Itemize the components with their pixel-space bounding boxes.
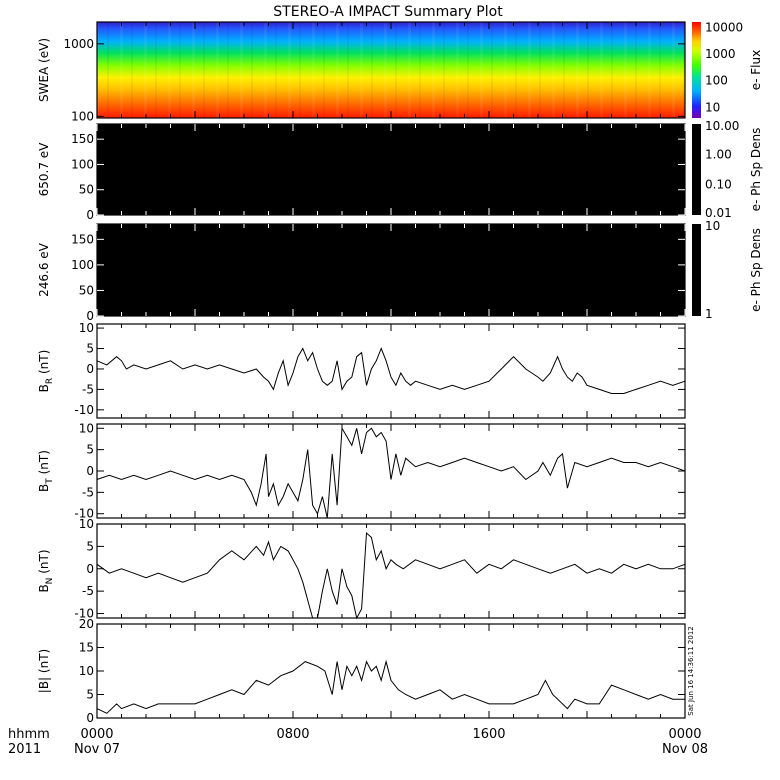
time-tick-label: 1600 <box>472 727 505 742</box>
time-tick-label: 0000 <box>668 727 701 742</box>
y-tick-label: 50 <box>79 183 94 197</box>
y-tick-label: -5 <box>82 584 94 598</box>
y-axis-label-subscript: R <box>45 378 55 384</box>
y-axis-label: 246.6 eV <box>37 242 51 297</box>
panel-5: -10 -5 0 5 10 BT (nT) <box>37 421 686 521</box>
y-tick-label: 5 <box>86 443 94 457</box>
y-tick-label: 100 <box>71 157 94 171</box>
time-axis-label-year: 2011 <box>8 742 41 757</box>
plot-title: STEREO-A IMPACT Summary Plot <box>273 4 503 20</box>
y-axis-label: BT (nT) <box>37 450 55 492</box>
date-tick-label: Nov 08 <box>662 742 708 757</box>
y-tick-label: 15 <box>79 641 94 655</box>
colorbar-tick-label: 0.01 <box>705 206 732 220</box>
y-tick-label: 10 <box>79 664 94 678</box>
y-tick-label: 5 <box>86 539 94 553</box>
y-axis-label-unit: (nT) <box>37 450 51 478</box>
series-line <box>96 531 686 620</box>
y-axis-label: 650.7 eV <box>37 142 51 197</box>
y-tick-label: 5 <box>86 688 94 702</box>
colorbar <box>692 22 701 118</box>
y-axis-label-unit: (nT) <box>37 350 51 378</box>
timestamp-label: Sat Jun 16 14:36:11 2012 <box>687 626 695 715</box>
y-axis-label-subscript: T <box>45 478 55 485</box>
panel-2: 10.00 1.00 0.10 0.01 e- Ph Sp Dens 0 50 100 150 6… <box>37 119 763 222</box>
series-line <box>96 659 685 714</box>
y-axis-label: |B| (nT) <box>37 649 51 693</box>
spectrogram-texture <box>97 22 685 118</box>
colorbar-tick-label: 0.10 <box>705 178 732 192</box>
panel-4: -10 -5 0 5 10 BR (nT) <box>37 321 686 419</box>
colorbar-tick-label: 10 <box>705 219 720 233</box>
time-tick-label: 0800 <box>276 727 309 742</box>
colorbar-tick-label: 1.00 <box>705 147 732 161</box>
panel-frame <box>96 323 686 419</box>
time-axis-label-hhmm: hhmm <box>8 727 50 742</box>
y-tick-label: 150 <box>71 132 94 146</box>
y-tick-label: 0 <box>86 562 94 576</box>
y-axis-label: BN (nT) <box>37 549 55 592</box>
series-line <box>96 347 686 394</box>
y-tick-label: 0 <box>86 362 94 376</box>
y-tick-label: 0 <box>86 208 94 222</box>
panel-frame <box>96 423 686 519</box>
y-tick-label: 10 <box>79 517 94 531</box>
colorbar-tick-label: 10.00 <box>705 119 739 133</box>
panel-7: 0 5 10 15 20 |B| (nT) <box>37 617 686 725</box>
panel-1: 10 100 1000 10000 e- Flux 100 1000 SWEA (eV) <box>37 20 763 123</box>
y-tick-label: 1000 <box>63 37 94 51</box>
y-tick-label: 20 <box>79 617 94 631</box>
colorbar-label: e- Ph Sp Dens <box>749 128 763 212</box>
colorbar <box>692 124 701 215</box>
y-tick-label: 50 <box>79 283 94 297</box>
y-tick-label: 100 <box>71 258 94 272</box>
y-axis-label: BR (nT) <box>37 350 55 393</box>
panel-3: 10 1 e- Ph Sp Dens 0 50 100 150 246.6 eV <box>37 219 763 323</box>
time-tick-label: 0000 <box>80 727 113 742</box>
y-tick-label: 0 <box>86 711 94 725</box>
colorbar-label: e- Flux <box>749 50 763 90</box>
date-tick-label: Nov 07 <box>74 742 120 757</box>
y-axis-label-unit: (nT) <box>37 549 51 577</box>
panel-frame <box>96 523 686 619</box>
y-tick-label: -10 <box>74 507 94 521</box>
colorbar-label: e- Ph Sp Dens <box>749 228 763 312</box>
colorbar-tick-label: 100 <box>705 74 728 88</box>
y-axis-label: SWEA (eV) <box>37 38 51 102</box>
y-tick-label: -5 <box>82 382 94 396</box>
y-tick-label: 0 <box>86 309 94 323</box>
y-tick-label: 5 <box>86 342 94 356</box>
y-tick-label: 0 <box>86 464 94 478</box>
spectrogram-fill <box>97 124 685 215</box>
series-line <box>96 426 686 519</box>
y-tick-label: 150 <box>71 232 94 246</box>
colorbar-tick-label: 10000 <box>705 20 743 34</box>
spectrogram-fill <box>97 224 685 316</box>
y-tick-label: -10 <box>74 403 94 417</box>
colorbar-tick-label: 1 <box>705 307 713 321</box>
y-axis-label-subscript: N <box>45 578 55 585</box>
y-tick-label: 10 <box>79 321 94 335</box>
y-tick-label: -5 <box>82 485 94 499</box>
colorbar-tick-label: 1000 <box>705 47 736 61</box>
colorbar-tick-label: 10 <box>705 100 720 114</box>
panel-6: -10 -5 0 5 10 BN (nT) <box>37 517 686 621</box>
y-tick-label: 100 <box>71 109 94 123</box>
colorbar <box>692 224 701 316</box>
y-tick-label: -10 <box>74 607 94 621</box>
y-tick-label: 10 <box>79 421 94 435</box>
